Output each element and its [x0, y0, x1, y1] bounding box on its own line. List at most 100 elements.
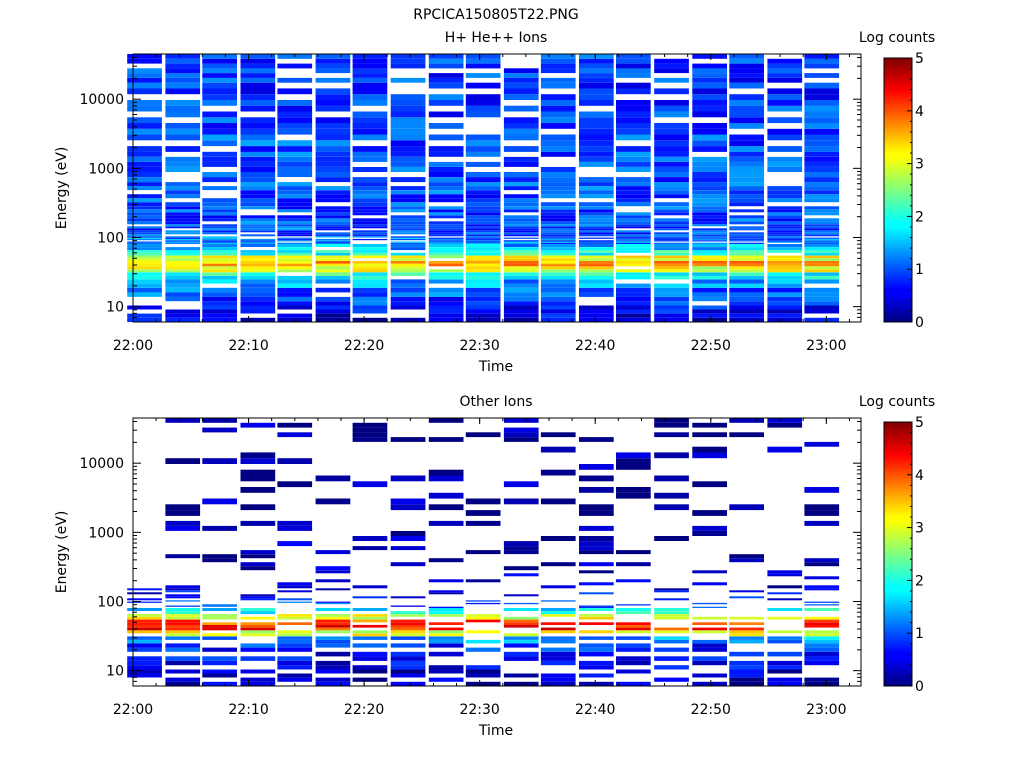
heatmap-cell: [315, 305, 351, 310]
heatmap-cell: [315, 54, 351, 59]
heatmap-cell: [352, 73, 388, 78]
heatmap-cell: [428, 182, 464, 187]
heatmap-cell: [579, 73, 614, 78]
heatmap-cell: [579, 194, 614, 199]
heatmap-cell: [579, 258, 614, 261]
heatmap-cell: [127, 226, 162, 229]
heatmap-cell: [465, 151, 501, 157]
heatmap-cell: [503, 275, 539, 280]
heatmap-cell: [277, 232, 313, 235]
heatmap-cell: [729, 287, 764, 293]
heatmap-cell: [692, 238, 727, 241]
heatmap-cell: [315, 238, 351, 241]
heatmap-cell: [202, 226, 237, 229]
heatmap-cell: [240, 622, 276, 625]
heatmap-cell: [654, 296, 689, 302]
heatmap-cell: [503, 481, 539, 488]
heatmap-cell: [729, 673, 764, 678]
heatmap-cell: [729, 504, 764, 511]
heatmap-cell: [165, 232, 201, 235]
heatmap-cell: [654, 88, 689, 95]
heatmap-cell: [127, 287, 162, 293]
heatmap-cell: [804, 585, 840, 589]
heatmap-cell: [767, 287, 803, 293]
heatmap-cell: [579, 234, 614, 237]
heatmap-cell: [540, 237, 576, 239]
heatmap-cell: [315, 151, 351, 157]
heatmap-cell: [465, 283, 501, 288]
heatmap-cell: [654, 186, 689, 191]
heatmap-cell: [654, 504, 689, 511]
heatmap-cell: [616, 146, 651, 152]
heatmap-cell: [729, 190, 764, 195]
heatmap-cell: [465, 206, 501, 210]
heatmap-cell: [390, 100, 426, 106]
heatmap-cell: [165, 588, 201, 591]
heatmap-cell: [277, 234, 313, 237]
colorbar-tick-label: 4: [915, 104, 924, 120]
heatmap-cell: [654, 177, 689, 183]
heatmap-cell: [127, 54, 162, 59]
heatmap-cell: [540, 656, 576, 661]
heatmap-cell: [729, 301, 764, 306]
heatmap-cell: [165, 218, 201, 222]
heatmap-cell: [616, 215, 651, 219]
heatmap-cell: [465, 63, 501, 69]
x-tick-label: 22:30: [459, 702, 499, 718]
heatmap-cell: [616, 647, 651, 652]
heatmap-cell: [352, 202, 388, 207]
heatmap-cell: [654, 614, 689, 617]
heatmap-cell: [202, 247, 237, 251]
heatmap-cell: [428, 592, 464, 595]
heatmap-cell: [277, 301, 313, 306]
heatmap-cell: [277, 582, 313, 586]
heatmap-cell: [202, 161, 237, 167]
heatmap-cell: [654, 588, 689, 591]
heatmap-cell: [390, 614, 426, 617]
heatmap-cell: [202, 58, 237, 64]
heatmap-cell: [127, 172, 162, 177]
heatmap-cell: [465, 186, 501, 191]
heatmap-cell: [240, 258, 276, 261]
heatmap-cell: [352, 422, 388, 428]
heatmap-cell: [240, 206, 276, 210]
heatmap-cell: [540, 585, 576, 589]
heatmap-cell: [277, 590, 313, 593]
heatmap-cell: [540, 608, 576, 611]
heatmap-cell: [277, 198, 313, 203]
heatmap-cell: [729, 283, 764, 288]
heatmap-cell: [729, 247, 764, 251]
heatmap-cell: [277, 673, 313, 678]
heatmap-cell: [127, 643, 162, 648]
x-tick-label: 22:10: [228, 702, 268, 718]
heatmap-cell: [240, 520, 276, 526]
heatmap-cell: [315, 309, 351, 314]
heatmap-cell: [277, 636, 313, 640]
heatmap-cell: [729, 292, 764, 297]
heatmap-cell: [616, 492, 651, 499]
heatmap-cell: [767, 598, 803, 601]
heatmap-cell: [202, 498, 237, 505]
heatmap-cell: [165, 596, 201, 599]
heatmap-cell: [315, 94, 351, 100]
heatmap-cell: [315, 579, 351, 583]
heatmap-cell: [277, 128, 313, 135]
heatmap-cell: [579, 272, 614, 276]
heatmap-cell: [654, 194, 689, 199]
heatmap-cell: [729, 266, 764, 270]
x-tick-label: 23:00: [806, 338, 846, 354]
heatmap-cell: [390, 167, 426, 172]
heatmap-cell: [692, 525, 727, 531]
heatmap-cell: [503, 437, 539, 442]
heatmap-cell: [315, 639, 351, 644]
heatmap-cell: [352, 636, 388, 640]
heatmap-cell: [729, 669, 764, 674]
heatmap-cell: [127, 588, 162, 591]
heatmap-cell: [654, 287, 689, 293]
heatmap-cell: [202, 54, 237, 59]
heatmap-cell: [616, 111, 651, 118]
heatmap-cell: [127, 244, 162, 247]
heatmap-cell: [503, 186, 539, 191]
heatmap-cell: [804, 100, 840, 106]
heatmap-cell: [127, 292, 162, 297]
